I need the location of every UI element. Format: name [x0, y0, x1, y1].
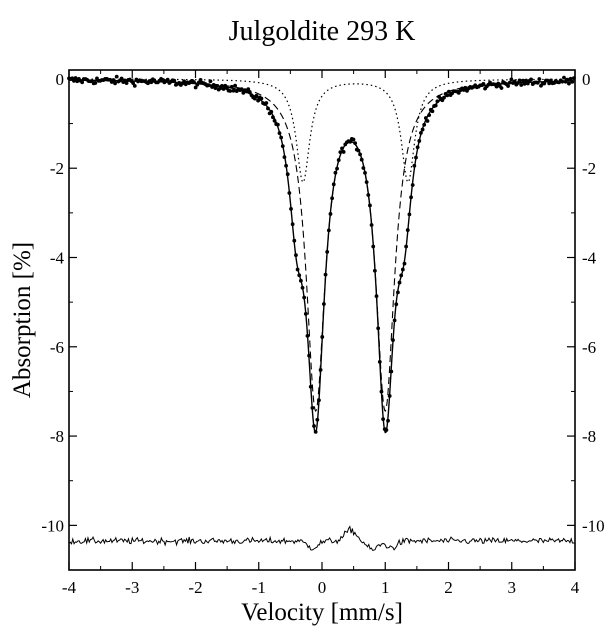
- y-axis-label: Absorption [%]: [9, 242, 36, 398]
- data-point: [113, 81, 117, 86]
- x-tick-label: -4: [62, 578, 77, 597]
- x-tick-label: 0: [318, 578, 327, 597]
- x-tick-label: -1: [252, 578, 266, 597]
- axis-ticks: -4 -3 -2 -1 0 1 2 3 40 0-2 -2-4 -4-6 -6-8 -8-10 -10: [41, 70, 604, 597]
- data-point: [499, 86, 504, 90]
- x-axis-label: Velocity [mm/s]: [241, 599, 403, 626]
- x-tick-label: 3: [508, 578, 517, 597]
- y-tick-label-left: -10: [41, 516, 64, 535]
- data-point: [114, 74, 119, 79]
- y-tick-label-right: -8: [582, 427, 596, 446]
- y-tick-label-left: -8: [50, 427, 64, 446]
- data-point: [119, 76, 124, 81]
- data-point: [547, 81, 552, 86]
- y-tick-label-right: -2: [582, 159, 596, 178]
- data-point: [351, 137, 356, 142]
- y-tick-label-left: -4: [50, 249, 65, 268]
- data-point: [93, 81, 98, 85]
- data-point: [506, 84, 510, 88]
- data-point: [80, 80, 85, 85]
- y-tick-label-left: 0: [56, 70, 65, 89]
- y-tick-label-left: -2: [50, 159, 64, 178]
- subspectrum-1-line: [69, 79, 576, 413]
- data-point: [567, 81, 571, 86]
- data-point: [228, 89, 233, 93]
- x-tick-label: -2: [188, 578, 202, 597]
- data-point: [341, 150, 346, 154]
- measured-data-points: [67, 74, 576, 434]
- series-group: [67, 74, 576, 551]
- data-point: [425, 119, 430, 123]
- residual-line: [68, 525, 576, 551]
- y-tick-label-right: -6: [582, 338, 596, 357]
- data-point: [132, 83, 137, 88]
- data-point: [131, 81, 136, 86]
- x-tick-label: 2: [444, 578, 453, 597]
- data-point: [193, 85, 198, 90]
- data-point: [221, 87, 226, 91]
- data-point: [252, 96, 257, 101]
- x-tick-label: -3: [125, 578, 139, 597]
- data-point: [231, 88, 236, 93]
- data-point: [542, 81, 547, 86]
- data-point: [124, 81, 129, 86]
- x-tick-label: 1: [381, 578, 390, 597]
- y-tick-label-left: -6: [50, 338, 64, 357]
- y-tick-label-right: 0: [582, 70, 591, 89]
- x-tick-label: 4: [571, 578, 580, 597]
- subspectrum-2-line: [69, 78, 575, 184]
- y-tick-label-right: -10: [582, 516, 605, 535]
- total-fit-line: [68, 79, 576, 434]
- y-tick-label-right: -4: [582, 249, 597, 268]
- data-point: [562, 75, 566, 80]
- data-point: [165, 77, 170, 82]
- plot-frame: [68, 69, 576, 571]
- data-point: [519, 83, 524, 87]
- data-point: [529, 77, 533, 82]
- chart-title: Julgoldite 293 K: [229, 16, 416, 47]
- data-point: [494, 84, 499, 89]
